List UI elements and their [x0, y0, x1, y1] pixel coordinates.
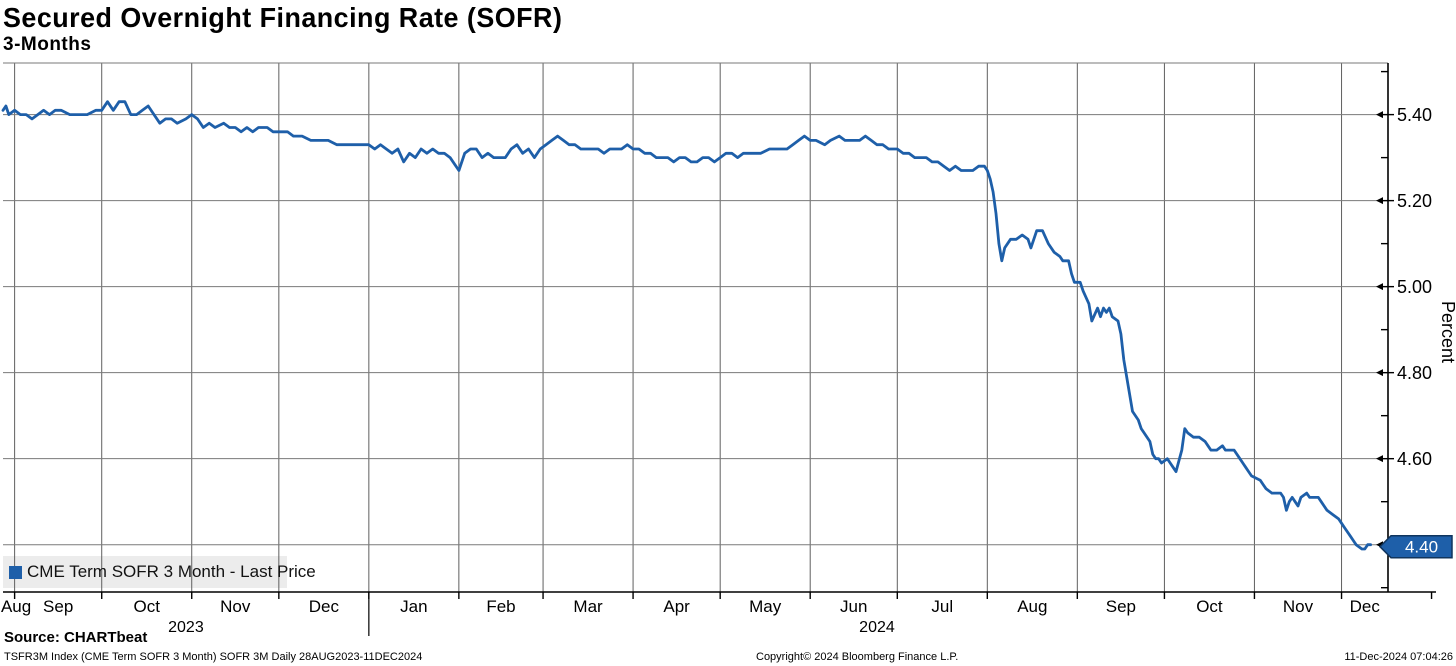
x-month-label: Dec: [1350, 597, 1381, 616]
timestamp: 11-Dec-2024 07:04:26: [1344, 651, 1453, 663]
x-month-label: Dec: [309, 597, 340, 616]
index-description: TSFR3M Index (CME Term SOFR 3 Month) SOF…: [4, 651, 423, 663]
page-title: Secured Overnight Financing Rate (SOFR): [3, 2, 563, 33]
x-year-label: 2024: [859, 619, 895, 636]
sofr-price-line: [1, 100, 1372, 551]
chart-legend: CME Term SOFR 3 Month - Last Price: [3, 556, 316, 588]
y-tick-label: 4.80: [1397, 363, 1432, 383]
last-price-tag: [1378, 534, 1453, 559]
x-month-label: May: [749, 597, 782, 616]
x-month-label: Mar: [573, 597, 603, 616]
source-line: Source: CHARTbeat: [4, 629, 148, 646]
x-month-label: Feb: [486, 597, 515, 616]
x-month-label: Jan: [400, 597, 427, 616]
x-month-label: Nov: [220, 597, 251, 616]
y-axis-title: Percent: [1438, 301, 1456, 363]
y-tick-arrow-icon: [1376, 197, 1383, 205]
y-tick-arrow-icon: [1376, 283, 1383, 291]
x-month-label: Sep: [43, 597, 73, 616]
x-month-label: Jun: [840, 597, 867, 616]
x-month-label: Nov: [1283, 597, 1314, 616]
legend-series-label: CME Term SOFR 3 Month - Last Price: [27, 562, 316, 581]
x-month-label: Oct: [133, 597, 160, 616]
y-tick-label: 4.60: [1397, 449, 1432, 469]
x-month-label: Oct: [1196, 597, 1223, 616]
y-tick-arrow-icon: [1376, 111, 1383, 119]
y-tick-label: 5.00: [1397, 277, 1432, 297]
y-tick-arrow-icon: [1376, 369, 1383, 377]
x-year-label: 2023: [168, 619, 204, 636]
x-month-label: Sep: [1106, 597, 1136, 616]
y-tick-arrow-icon: [1376, 455, 1383, 463]
last-price-tag-value: 4.40: [1405, 538, 1438, 557]
y-tick-label: 5.40: [1397, 105, 1432, 125]
legend-background: [3, 556, 287, 588]
page-subtitle: 3-Months: [3, 34, 92, 55]
x-month-label: Aug: [1, 597, 31, 616]
x-month-label: Aug: [1017, 597, 1047, 616]
y-tick-label: 5.20: [1397, 191, 1432, 211]
copyright-notice: Copyright© 2024 Bloomberg Finance L.P.: [756, 651, 959, 663]
legend-series-marker-icon: [9, 565, 22, 579]
x-month-label: Jul: [931, 597, 953, 616]
x-month-label: Apr: [663, 597, 690, 616]
